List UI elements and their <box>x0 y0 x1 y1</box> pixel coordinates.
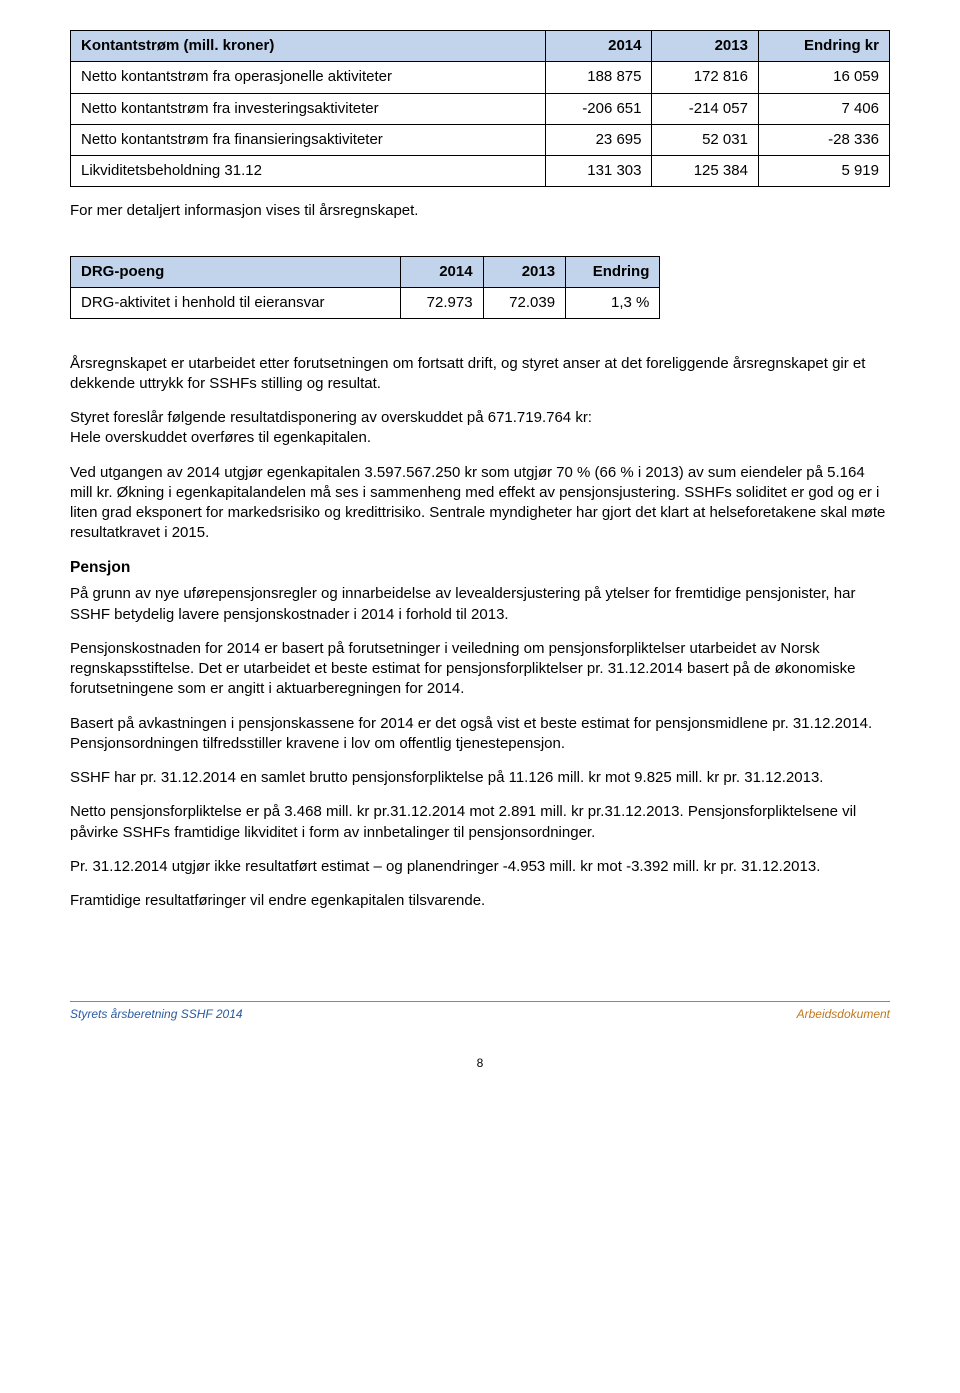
para-annual-report: Årsregnskapet er utarbeidet etter foruts… <box>70 354 890 395</box>
table-row: Netto kontantstrøm fra investeringsaktiv… <box>71 93 890 124</box>
t1-col4: Endring kr <box>758 31 889 62</box>
footer-right: Arbeidsdokument <box>797 1006 890 1022</box>
pensjon-p2: Pensjonskostnaden for 2014 er basert på … <box>70 639 890 700</box>
pensjon-p3: Basert på avkastningen i pensjonskassene… <box>70 714 890 755</box>
t1-col3: 2013 <box>652 31 758 62</box>
t2-col4: Endring <box>566 256 660 287</box>
table-row: Netto kontantstrøm fra finansieringsakti… <box>71 124 890 155</box>
para-equity: Ved utgangen av 2014 utgjør egenkapitale… <box>70 463 890 544</box>
drg-table: DRG-poeng 2014 2013 Endring DRG-aktivite… <box>70 256 660 320</box>
t2-col3: 2013 <box>483 256 566 287</box>
table-row: Netto kontantstrøm fra operasjonelle akt… <box>71 62 890 93</box>
pensjon-p5: Netto pensjonsforpliktelse er på 3.468 m… <box>70 802 890 843</box>
para-result-disposition: Styret foreslår følgende resultatdispone… <box>70 408 890 449</box>
table-row: Likviditetsbeholdning 31.12 131 303 125 … <box>71 156 890 187</box>
para-after-table1: For mer detaljert informasjon vises til … <box>70 201 890 221</box>
t2-col2: 2014 <box>401 256 484 287</box>
pensjon-p4: SSHF har pr. 31.12.2014 en samlet brutto… <box>70 768 890 788</box>
page-number: 8 <box>70 1055 890 1071</box>
heading-pensjon: Pensjon <box>70 558 890 579</box>
page-footer: Styrets årsberetning SSHF 2014 Arbeidsdo… <box>70 1001 890 1022</box>
t1-col1: Kontantstrøm (mill. kroner) <box>71 31 546 62</box>
t1-col2: 2014 <box>546 31 652 62</box>
pensjon-p1: På grunn av nye uførepensjonsregler og i… <box>70 584 890 625</box>
table-row: DRG-aktivitet i henhold til eieransvar 7… <box>71 288 660 319</box>
pensjon-p6: Pr. 31.12.2014 utgjør ikke resultatført … <box>70 857 890 877</box>
t2-col1: DRG-poeng <box>71 256 401 287</box>
pensjon-p7: Framtidige resultatføringer vil endre eg… <box>70 891 890 911</box>
footer-left: Styrets årsberetning SSHF 2014 <box>70 1006 243 1022</box>
cashflow-table: Kontantstrøm (mill. kroner) 2014 2013 En… <box>70 30 890 187</box>
